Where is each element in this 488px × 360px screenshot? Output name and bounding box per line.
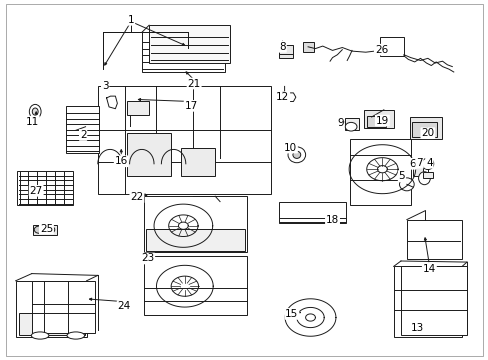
Text: 13: 13 (409, 323, 423, 333)
FancyBboxPatch shape (380, 37, 403, 56)
FancyBboxPatch shape (145, 229, 245, 251)
Text: 26: 26 (374, 45, 387, 55)
Text: 2: 2 (80, 130, 86, 140)
FancyBboxPatch shape (142, 32, 224, 72)
FancyBboxPatch shape (344, 118, 359, 130)
FancyBboxPatch shape (303, 42, 313, 52)
FancyBboxPatch shape (278, 202, 346, 223)
Text: 3: 3 (102, 81, 108, 91)
FancyBboxPatch shape (364, 110, 393, 128)
Ellipse shape (67, 332, 84, 339)
Ellipse shape (34, 226, 44, 233)
Ellipse shape (31, 332, 49, 339)
Text: 24: 24 (117, 301, 131, 311)
Text: 25: 25 (40, 224, 53, 234)
FancyBboxPatch shape (144, 196, 246, 252)
FancyBboxPatch shape (366, 116, 386, 127)
Ellipse shape (345, 122, 356, 131)
FancyBboxPatch shape (423, 172, 432, 178)
Text: 14: 14 (422, 264, 435, 274)
FancyBboxPatch shape (66, 106, 99, 153)
FancyBboxPatch shape (393, 266, 461, 337)
FancyBboxPatch shape (127, 133, 171, 176)
Text: 21: 21 (187, 78, 201, 89)
Text: 15: 15 (285, 309, 298, 319)
FancyBboxPatch shape (33, 225, 57, 235)
FancyBboxPatch shape (349, 139, 410, 205)
Text: 20: 20 (421, 128, 433, 138)
FancyBboxPatch shape (278, 45, 293, 58)
Text: 11: 11 (25, 117, 39, 127)
FancyBboxPatch shape (181, 148, 215, 176)
Ellipse shape (287, 147, 305, 163)
FancyBboxPatch shape (149, 25, 229, 63)
FancyBboxPatch shape (412, 166, 422, 176)
FancyBboxPatch shape (98, 86, 271, 194)
Ellipse shape (421, 158, 433, 170)
FancyBboxPatch shape (411, 122, 436, 137)
Text: 1: 1 (127, 15, 134, 25)
Text: 18: 18 (325, 215, 339, 225)
FancyBboxPatch shape (400, 266, 466, 335)
Text: 19: 19 (375, 116, 388, 126)
Ellipse shape (292, 151, 300, 158)
Ellipse shape (32, 108, 38, 115)
Text: 4: 4 (425, 158, 432, 168)
Text: 17: 17 (184, 101, 198, 111)
Text: 9: 9 (336, 118, 343, 128)
Text: 10: 10 (284, 143, 296, 153)
FancyBboxPatch shape (32, 281, 95, 333)
FancyBboxPatch shape (19, 313, 84, 335)
FancyBboxPatch shape (17, 171, 73, 205)
FancyBboxPatch shape (6, 4, 482, 356)
Ellipse shape (399, 178, 413, 191)
Text: 7: 7 (415, 158, 422, 168)
FancyBboxPatch shape (144, 256, 246, 315)
Ellipse shape (45, 226, 55, 233)
Text: 27: 27 (29, 186, 43, 196)
FancyBboxPatch shape (406, 220, 461, 259)
Ellipse shape (418, 172, 429, 185)
FancyBboxPatch shape (16, 281, 86, 337)
Text: 12: 12 (275, 92, 289, 102)
Text: 16: 16 (114, 156, 128, 166)
FancyBboxPatch shape (409, 117, 441, 139)
Text: 8: 8 (279, 42, 285, 52)
Text: 23: 23 (141, 253, 154, 264)
FancyBboxPatch shape (127, 101, 149, 115)
Ellipse shape (29, 104, 41, 119)
Text: 22: 22 (130, 192, 143, 202)
Text: 5: 5 (398, 171, 405, 181)
Text: 6: 6 (408, 159, 415, 169)
